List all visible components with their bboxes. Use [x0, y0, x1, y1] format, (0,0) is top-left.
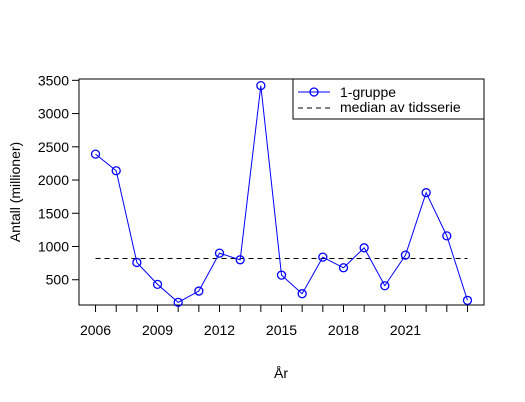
data-point: [90, 149, 101, 159]
data-point: [194, 286, 204, 296]
data-point: [152, 279, 163, 290]
x-tick-label: 2009: [142, 322, 173, 338]
y-tick-label: 2000: [38, 172, 69, 188]
y-tick-label: 3000: [38, 106, 69, 122]
legend-label-median: median av tidsserie: [340, 99, 461, 115]
data-point: [297, 289, 307, 299]
data-point: [132, 257, 142, 268]
data-point: [235, 255, 245, 265]
legend-label-1-gruppe: 1-gruppe: [340, 84, 396, 100]
x-tick-label: 2018: [328, 322, 359, 338]
data-point: [359, 243, 369, 253]
x-tick-label: 2021: [390, 322, 421, 338]
x-tick-label: 2015: [266, 322, 297, 338]
data-point: [442, 231, 452, 241]
y-axis-label: Antall (millioner): [7, 142, 23, 242]
data-point: [111, 166, 121, 176]
data-point: [400, 250, 411, 260]
y-tick-label: 2500: [38, 139, 69, 155]
y-tick-label: 3500: [38, 72, 69, 88]
x-tick-label: 2012: [204, 322, 235, 338]
data-point: [318, 252, 328, 262]
x-axis: 2006 2009 2012 2015 2018 2021: [80, 305, 468, 338]
data-point: [173, 297, 183, 307]
x-tick-label: 2006: [80, 322, 111, 338]
y-axis: 500 1000 1500 2000 2500 3000 3500: [38, 72, 79, 288]
data-point: [380, 281, 390, 291]
legend-marker-1-gruppe: [309, 87, 319, 97]
series-1-gruppe: [90, 80, 473, 307]
x-axis-label: År: [274, 365, 288, 381]
data-point: [276, 270, 287, 280]
data-point: [421, 188, 431, 198]
data-point: [462, 295, 473, 305]
data-point: [338, 263, 349, 273]
legend: 1-gruppe median av tidsserie: [292, 78, 485, 120]
legend-box: [292, 78, 485, 120]
y-tick-label: 1500: [38, 205, 69, 221]
data-point: [256, 80, 266, 91]
data-point: [214, 248, 225, 258]
series-line: [95, 85, 468, 303]
y-tick-label: 500: [46, 272, 70, 288]
y-tick-label: 1000: [38, 239, 69, 255]
